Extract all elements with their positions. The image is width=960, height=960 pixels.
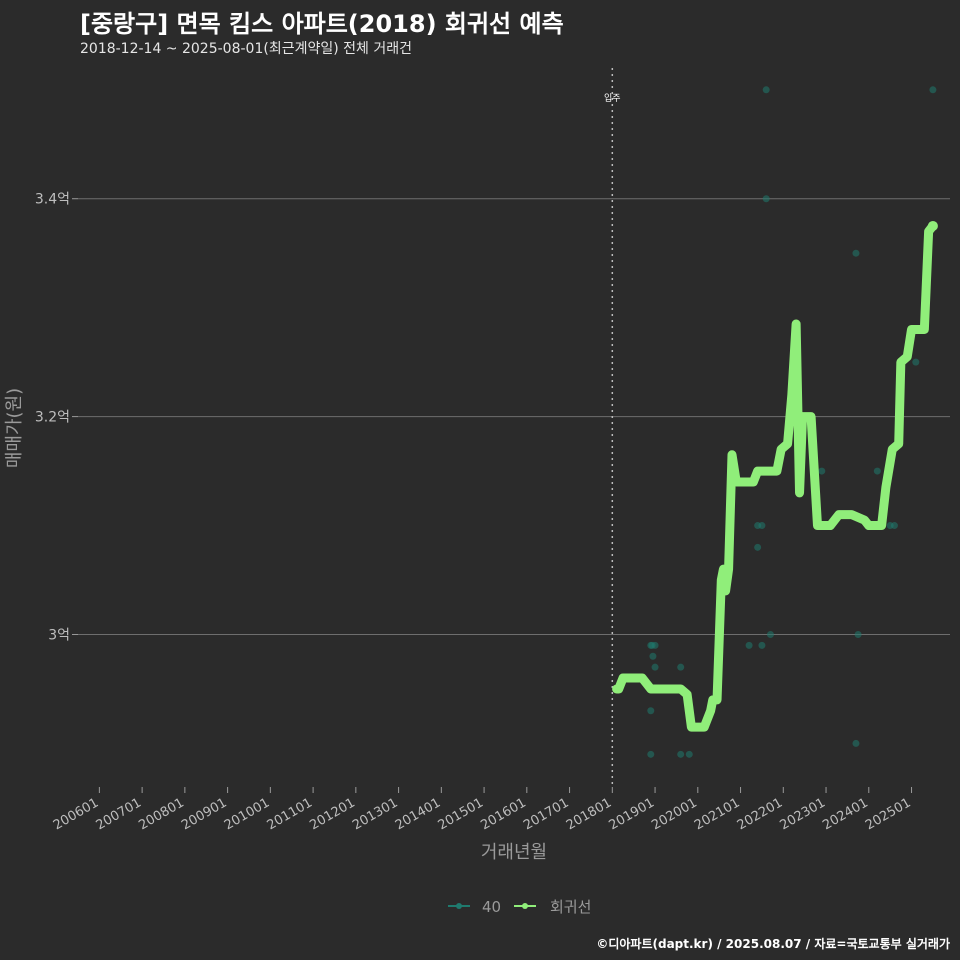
chart-title: [중랑구] 면목 킴스 아파트(2018) 회귀선 예측 xyxy=(80,10,564,38)
x-tick-label: 202301 xyxy=(778,795,828,833)
y-tick-label: 3억 xyxy=(48,627,70,643)
x-tick-label: 201601 xyxy=(478,795,528,833)
legend-swatch-40-dot xyxy=(456,903,462,909)
y-axis-title: 매매가(원) xyxy=(4,388,25,468)
data-point xyxy=(685,750,693,758)
legend-label-40: 40 xyxy=(482,898,501,916)
data-point xyxy=(651,641,659,649)
x-tick-label: 202201 xyxy=(735,795,785,833)
legend[interactable]: 40 회귀선 xyxy=(448,898,591,916)
y-tick-label: 3.4억 xyxy=(35,192,70,208)
data-point xyxy=(758,641,766,649)
data-point xyxy=(754,543,762,551)
legend-label-regression: 회귀선 xyxy=(550,898,591,916)
data-point xyxy=(929,86,937,94)
x-tick-label: 202501 xyxy=(863,795,913,833)
data-point xyxy=(912,358,920,366)
legend-swatch-regression-dot xyxy=(522,903,528,909)
data-point xyxy=(647,707,655,715)
x-tick-label: 200901 xyxy=(179,795,229,833)
y-tick-label: 3.2억 xyxy=(35,410,70,426)
y-axis-ticks: 3억 3.2억 3.4억 xyxy=(35,192,78,643)
data-point xyxy=(651,663,659,671)
x-tick-label: 202101 xyxy=(692,795,742,833)
data-point xyxy=(766,630,774,638)
x-tick-label: 201401 xyxy=(393,795,443,833)
x-tick-label: 201501 xyxy=(436,795,486,833)
x-tick-label: 200801 xyxy=(136,795,186,833)
data-point xyxy=(852,739,860,747)
data-point xyxy=(745,641,753,649)
scatter-points-40 xyxy=(647,86,937,758)
x-tick-label: 201801 xyxy=(564,795,614,833)
regression-end-point xyxy=(927,220,938,231)
data-point xyxy=(890,522,898,530)
data-point xyxy=(852,249,860,257)
data-point xyxy=(762,195,770,203)
x-tick-label: 201001 xyxy=(222,795,272,833)
x-tick-label: 201701 xyxy=(521,795,571,833)
x-tick-label: 200701 xyxy=(94,795,144,833)
grid-lines xyxy=(78,198,950,635)
footer-credit: ©디아파트(dapt.kr) / 2025.08.07 / 자료=국토교통부 실… xyxy=(596,937,950,951)
x-tick-label: 201301 xyxy=(350,795,400,833)
x-axis-title: 거래년월 xyxy=(481,842,547,863)
data-point xyxy=(677,663,685,671)
x-tick-label: 200601 xyxy=(51,795,101,833)
legend-item-regression[interactable]: 회귀선 xyxy=(514,898,591,916)
x-tick-label: 201901 xyxy=(607,795,657,833)
regression-line xyxy=(612,221,938,732)
data-point xyxy=(818,467,826,475)
data-point xyxy=(677,750,685,758)
data-point xyxy=(649,652,657,660)
x-tick-label: 202001 xyxy=(649,795,699,833)
chart-subtitle: 2018-12-14 ~ 2025-08-01(최근계약일) 전체 거래건 xyxy=(80,41,412,57)
x-tick-label: 201201 xyxy=(307,795,357,833)
data-point xyxy=(854,630,862,638)
x-tick-label: 202401 xyxy=(820,795,870,833)
x-axis-ticks: 2006012007012008012009012010012011012012… xyxy=(51,787,914,833)
data-point xyxy=(873,467,881,475)
data-point xyxy=(647,750,655,758)
annotation-label: 입주 xyxy=(604,92,621,104)
data-point xyxy=(762,86,770,94)
data-point xyxy=(758,522,766,530)
x-tick-label: 201101 xyxy=(265,795,315,833)
legend-item-40[interactable]: 40 xyxy=(448,898,501,916)
